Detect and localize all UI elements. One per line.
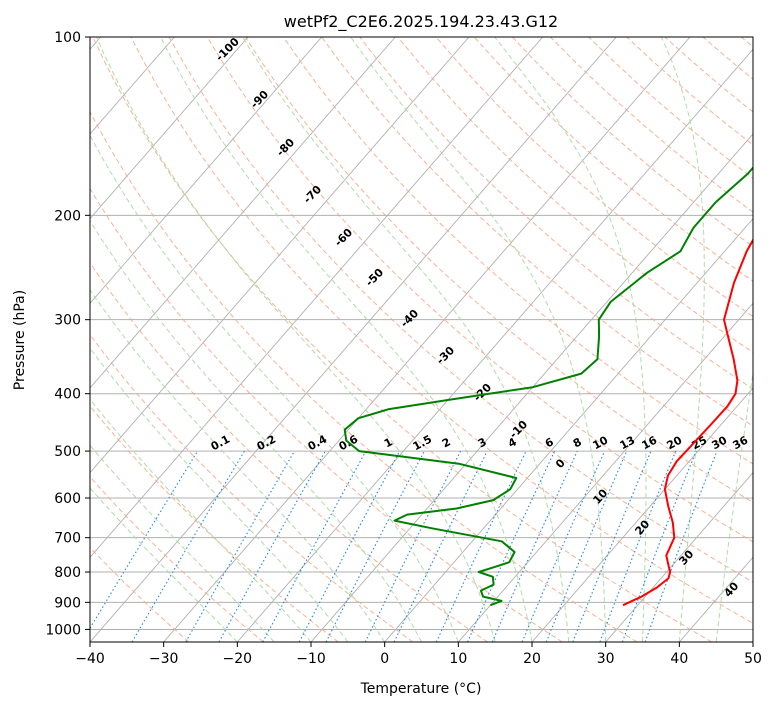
mixing-ratio-line <box>545 450 628 642</box>
moist-adiabat-line <box>715 369 753 642</box>
dewpoint-profile <box>343 166 753 607</box>
x-tick-label: 10 <box>449 651 467 667</box>
y-tick-label: 200 <box>54 208 81 224</box>
moist-adiabat-line <box>90 347 349 642</box>
y-axis-label: Pressure (hPa) <box>12 290 28 390</box>
moist-adiabat-line <box>494 37 647 642</box>
mixing-ratio-label: 13 <box>618 434 638 453</box>
skewed-isotherms <box>90 37 753 642</box>
mixing-ratio-line <box>90 450 199 630</box>
mixing-ratio-line <box>491 450 578 642</box>
moist-adiabat-line <box>160 37 533 642</box>
isotherm-line <box>90 37 249 220</box>
y-tick-label: 300 <box>54 313 81 329</box>
isotherm-line <box>90 37 323 304</box>
dry-adiabat-line <box>359 37 753 390</box>
mixing-ratio-line <box>644 450 718 642</box>
dry-adiabat-line <box>435 37 753 318</box>
moist-adiabat-line <box>242 37 570 642</box>
y-tick-label: 100 <box>54 30 81 46</box>
mixing-ratio-label: 16 <box>640 433 660 452</box>
mixing-ratio-line <box>298 450 401 642</box>
pressure-grid <box>90 37 753 630</box>
y-axis-ticks: 100 200 300 400 500 600 700 800 900 1000 <box>45 30 90 638</box>
moist-adiabat-line <box>90 289 386 642</box>
isotherm-line <box>605 471 753 642</box>
x-tick-label: −10 <box>296 651 326 667</box>
isotherm-line <box>90 37 544 559</box>
moist-adiabat-line <box>660 37 705 642</box>
mixing-ratio-label: 30 <box>710 433 730 452</box>
moist-adiabat-line <box>90 487 238 642</box>
isotherm-line <box>236 48 753 642</box>
mixing-ratio-label: 25 <box>690 434 710 453</box>
chart-title: wetPf2_C2E6.2025.194.23.43.G12 <box>284 12 558 32</box>
isotherm-line <box>90 37 396 389</box>
y-tick-label: 500 <box>54 444 81 460</box>
moist-adiabat-line <box>96 37 496 642</box>
x-axis-ticks: −40 −30 −20 −10 0 10 20 30 40 50 <box>75 642 762 667</box>
mixing-ratio-line <box>621 450 697 642</box>
isotherm-line <box>163 37 691 642</box>
mixing-ratio-line <box>572 450 652 642</box>
mixing-ratio-label: 36 <box>731 433 751 452</box>
x-tick-label: 30 <box>597 651 615 667</box>
dry-adiabat-line <box>168 37 753 583</box>
plot-frame <box>89 36 754 643</box>
isotherm-line <box>90 37 470 474</box>
dry-adiabat-line <box>130 37 753 624</box>
y-tick-label: 800 <box>54 565 81 581</box>
dry-adiabat-line <box>244 37 753 504</box>
x-tick-label: 20 <box>523 651 541 667</box>
x-tick-label: 40 <box>670 651 688 667</box>
y-tick-label: 1000 <box>45 622 81 638</box>
y-tick-label: 700 <box>54 531 81 547</box>
mixing-ratio-line <box>521 450 606 642</box>
y-tick-label: 900 <box>54 595 81 611</box>
moist-adiabats <box>90 37 753 642</box>
dry-adiabat-line <box>90 334 414 642</box>
x-tick-label: −30 <box>149 651 179 667</box>
dry-adiabat-line <box>90 110 638 642</box>
dry-adiabat-line <box>90 475 264 642</box>
moist-adiabat-line <box>90 398 312 642</box>
x-axis-label: Temperature (°C) <box>360 681 482 697</box>
y-tick-label: 400 <box>54 387 81 403</box>
x-tick-label: 50 <box>744 651 762 667</box>
x-tick-label: 0 <box>380 651 389 667</box>
isotherm-line <box>531 387 753 642</box>
isotherm-line <box>384 217 753 642</box>
sounding-profiles <box>343 166 753 607</box>
x-tick-label: −20 <box>223 651 253 667</box>
y-tick-label: 600 <box>54 491 81 507</box>
dry-adiabat-line <box>92 37 712 642</box>
mixing-ratio-label: 10 <box>591 433 611 452</box>
mixing-ratio-lines <box>90 450 718 642</box>
moist-adiabat-line <box>90 444 275 642</box>
mixing-ratio-line <box>599 450 677 642</box>
moist-adiabat-line <box>350 37 607 642</box>
isotherm-line <box>457 302 753 642</box>
mixing-ratio-line <box>262 450 367 642</box>
mixing-ratio-line <box>218 450 326 642</box>
dry-adiabat-line <box>321 37 753 427</box>
moist-adiabat-line <box>90 219 422 642</box>
x-tick-label: −40 <box>75 651 105 667</box>
dry-adiabat-line <box>90 405 339 642</box>
temperature-profile <box>622 238 753 607</box>
mixing-ratio-line <box>364 450 462 642</box>
dry-adiabat-line <box>90 261 488 642</box>
mixing-ratio-label: 20 <box>665 433 685 452</box>
